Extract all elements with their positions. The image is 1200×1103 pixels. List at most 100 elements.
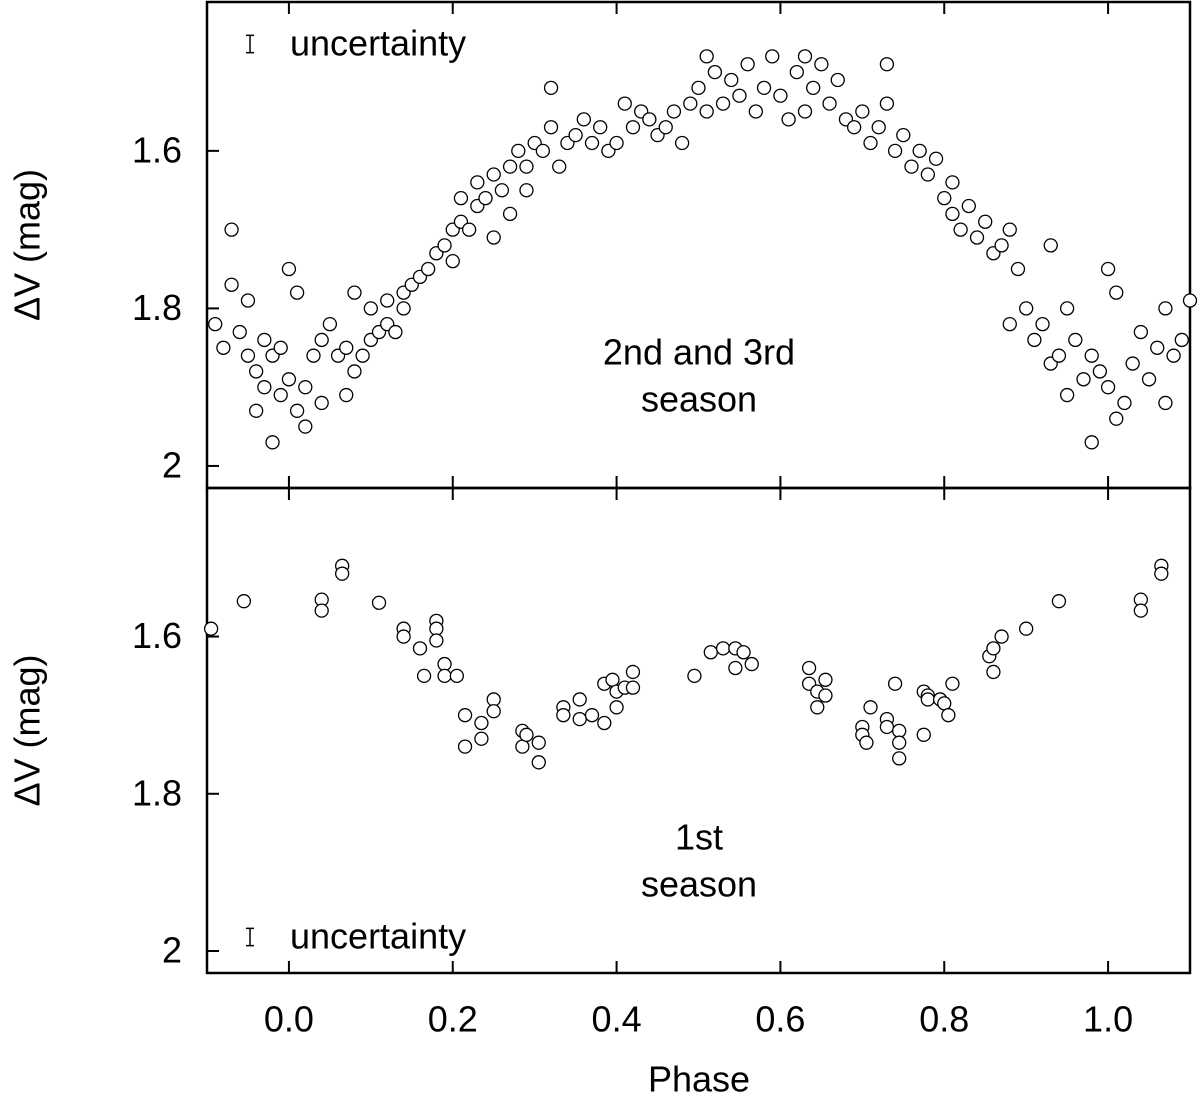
point <box>339 340 354 355</box>
point <box>388 324 403 340</box>
point <box>203 621 219 636</box>
point <box>396 629 411 644</box>
point <box>1059 301 1075 316</box>
point <box>224 277 239 292</box>
point <box>715 641 731 656</box>
x-tick-label: 0.6 <box>755 999 805 1040</box>
point <box>474 731 489 746</box>
point <box>552 159 567 174</box>
point <box>818 688 833 703</box>
point <box>449 668 464 684</box>
point <box>597 715 612 731</box>
point <box>453 190 469 206</box>
point <box>1010 261 1026 277</box>
point <box>502 159 518 174</box>
point <box>859 735 874 750</box>
point <box>486 704 501 719</box>
point <box>298 419 313 434</box>
point <box>879 57 895 72</box>
point <box>740 57 755 72</box>
uncertainty-bar <box>246 927 254 947</box>
point <box>531 755 546 770</box>
point <box>1158 301 1173 316</box>
point <box>699 104 714 119</box>
point <box>1100 380 1116 395</box>
point <box>674 135 690 151</box>
point <box>658 120 673 135</box>
point <box>289 403 305 418</box>
point <box>961 198 976 214</box>
point <box>1150 340 1165 355</box>
point <box>953 222 968 237</box>
point <box>1174 332 1189 348</box>
point <box>584 135 600 151</box>
point <box>945 676 960 691</box>
point <box>642 112 657 127</box>
point <box>1100 261 1116 277</box>
point <box>461 222 477 237</box>
point <box>556 708 571 723</box>
point <box>1035 317 1050 332</box>
point <box>437 656 452 672</box>
point <box>437 668 452 684</box>
point <box>1125 356 1140 371</box>
point <box>396 301 411 316</box>
x-tick-label: 1.0 <box>1083 999 1133 1040</box>
point <box>289 285 305 300</box>
point <box>707 64 723 80</box>
point <box>937 190 952 206</box>
point <box>1117 395 1132 411</box>
point <box>822 96 837 111</box>
y-axis-label: ΔV (mag) <box>7 169 48 321</box>
point <box>892 735 907 750</box>
point <box>814 57 829 72</box>
point <box>748 104 763 119</box>
point <box>928 151 944 166</box>
point <box>920 167 936 182</box>
point <box>1133 324 1148 340</box>
point <box>781 112 796 127</box>
point <box>371 595 387 610</box>
point <box>519 159 534 174</box>
point <box>994 629 1009 644</box>
point <box>728 660 743 676</box>
point <box>1084 348 1099 363</box>
point <box>609 135 624 151</box>
point <box>1084 435 1099 450</box>
point <box>470 175 485 190</box>
point <box>363 301 378 316</box>
point <box>1092 364 1108 379</box>
point <box>1002 222 1017 237</box>
point <box>502 206 518 222</box>
point <box>789 64 804 80</box>
point <box>584 708 600 723</box>
point <box>240 348 256 363</box>
point <box>920 692 936 707</box>
point <box>846 120 862 135</box>
point <box>887 143 903 159</box>
point <box>892 723 907 739</box>
point <box>994 238 1009 253</box>
point <box>941 708 956 723</box>
point <box>273 340 288 355</box>
point <box>445 253 460 269</box>
point <box>1059 387 1075 403</box>
point <box>904 159 919 174</box>
point <box>732 88 747 103</box>
point <box>568 127 583 143</box>
point <box>625 664 641 680</box>
point <box>703 645 718 660</box>
point <box>437 238 452 253</box>
y-tick-label: 1.8 <box>132 772 182 813</box>
point <box>486 692 501 707</box>
point <box>1109 285 1124 300</box>
point <box>248 403 264 418</box>
point <box>257 332 272 348</box>
x-tick-label: 0.2 <box>428 999 478 1040</box>
point <box>281 372 297 387</box>
point <box>224 222 239 237</box>
point <box>519 183 534 198</box>
point <box>887 676 903 691</box>
point <box>797 49 813 64</box>
point <box>609 700 624 715</box>
